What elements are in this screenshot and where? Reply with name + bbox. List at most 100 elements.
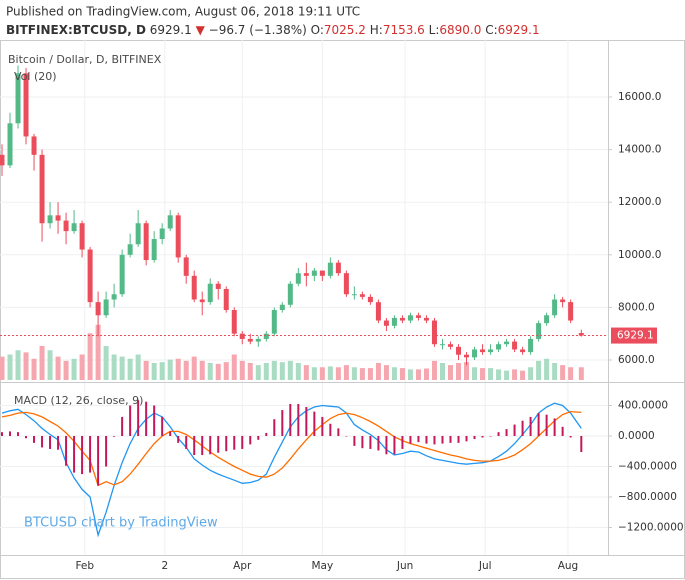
x-tick-label: May [311,560,333,572]
volume-bar [480,368,486,380]
histogram-bar [1,432,4,436]
candle-body [127,244,133,255]
last-price-label: 6929.1 [617,330,654,342]
volume-bar [439,363,445,380]
volume-bar [271,360,277,380]
candle-body [488,349,494,353]
volume-bar [447,365,453,380]
candle-body [343,273,349,295]
candle-body [167,215,173,229]
histogram-bar [57,435,60,450]
candle-body [159,228,165,240]
candle-body [183,257,189,276]
volume-bar [552,363,558,380]
histogram-bar [337,428,340,436]
x-tick-label: Feb [75,560,94,572]
volume-bar [135,354,141,380]
histogram-bar [249,435,252,445]
candle-body [311,270,317,276]
x-tick-label: Jun [396,560,413,572]
volume-bar [0,356,5,380]
histogram-bar [393,435,396,455]
candle-body [255,338,261,342]
volume-bar [119,356,125,380]
candle-body [239,333,245,339]
volume-bar [87,333,93,380]
histogram-bar [273,419,276,436]
candle-body [399,317,405,321]
candle-body [119,254,125,295]
volume-bar [496,369,502,380]
candle-body [472,349,478,358]
volume-bar [335,367,341,380]
candle-body [319,270,325,276]
candle-body [55,215,61,221]
histogram-bar [305,407,308,436]
volume-bar [159,362,165,380]
histogram-bar [569,435,572,438]
candle-body [39,154,45,224]
volume-bar [231,354,237,380]
candle-body [456,346,462,355]
symbol: BITFINEX:BTCUSD, D [6,23,146,37]
volume-bar [359,368,365,380]
change: −96.7 (−1.38%) [209,23,307,37]
y-tick-label: 6000.0 [618,354,655,366]
y-tick-label: 16000.0 [618,91,661,103]
histogram-bar [137,400,140,436]
candle-body [199,299,205,303]
volume-bar [223,362,229,380]
histogram-bar [465,435,468,442]
candle-body [303,273,309,276]
candle-body [87,249,93,303]
low-label: L: [429,23,440,37]
x-tick-label: Jul [478,560,492,572]
volume-bar [143,360,149,380]
candle-body [215,283,221,289]
histogram-bar [513,424,516,436]
histogram-bar [409,435,412,444]
volume-bar [111,354,117,380]
volume-bar [287,360,293,380]
volume-bar [383,365,389,380]
volume-bar [7,354,13,380]
volume-bar [488,368,494,380]
volume-bar [207,363,213,380]
candle-body [528,338,534,353]
candle-body [47,215,53,224]
candle-body [103,299,109,316]
y-tick-label: −800.0000 [618,491,677,503]
candle-body [568,302,574,321]
x-tick-label: 2 [162,560,169,572]
volume-bar [127,358,133,380]
candle-body [439,344,445,346]
histogram-bar [201,435,204,456]
histogram-bar [209,435,212,455]
candle-body [135,223,141,245]
volume-bar [71,358,77,380]
volume-bar [79,354,85,380]
candle-body [520,349,526,353]
volume-bar [560,365,566,380]
histogram-bar [353,435,356,446]
candle-body [552,299,558,316]
volume-bar [31,358,37,380]
histogram-bar [529,416,532,436]
candle-body [63,220,69,232]
histogram-bar [17,432,20,436]
volume-bar [263,363,269,380]
histogram-bar [177,435,180,443]
volume-bar [472,367,478,380]
change-arrow: ▼ [196,23,206,37]
main-title: Bitcoin / Dollar, D, BITFINEX [8,53,162,66]
histogram-bar [65,435,68,466]
y-tick-label: 10000.0 [618,249,661,261]
candle-body [295,273,301,284]
volume-bar [55,356,61,380]
candle-body [359,294,365,297]
open: 7025.2 [324,23,366,37]
candle-body [111,294,117,300]
y-tick-label: 8000.0 [618,301,655,313]
volume-bar [215,363,221,380]
volume-bar [351,367,357,380]
